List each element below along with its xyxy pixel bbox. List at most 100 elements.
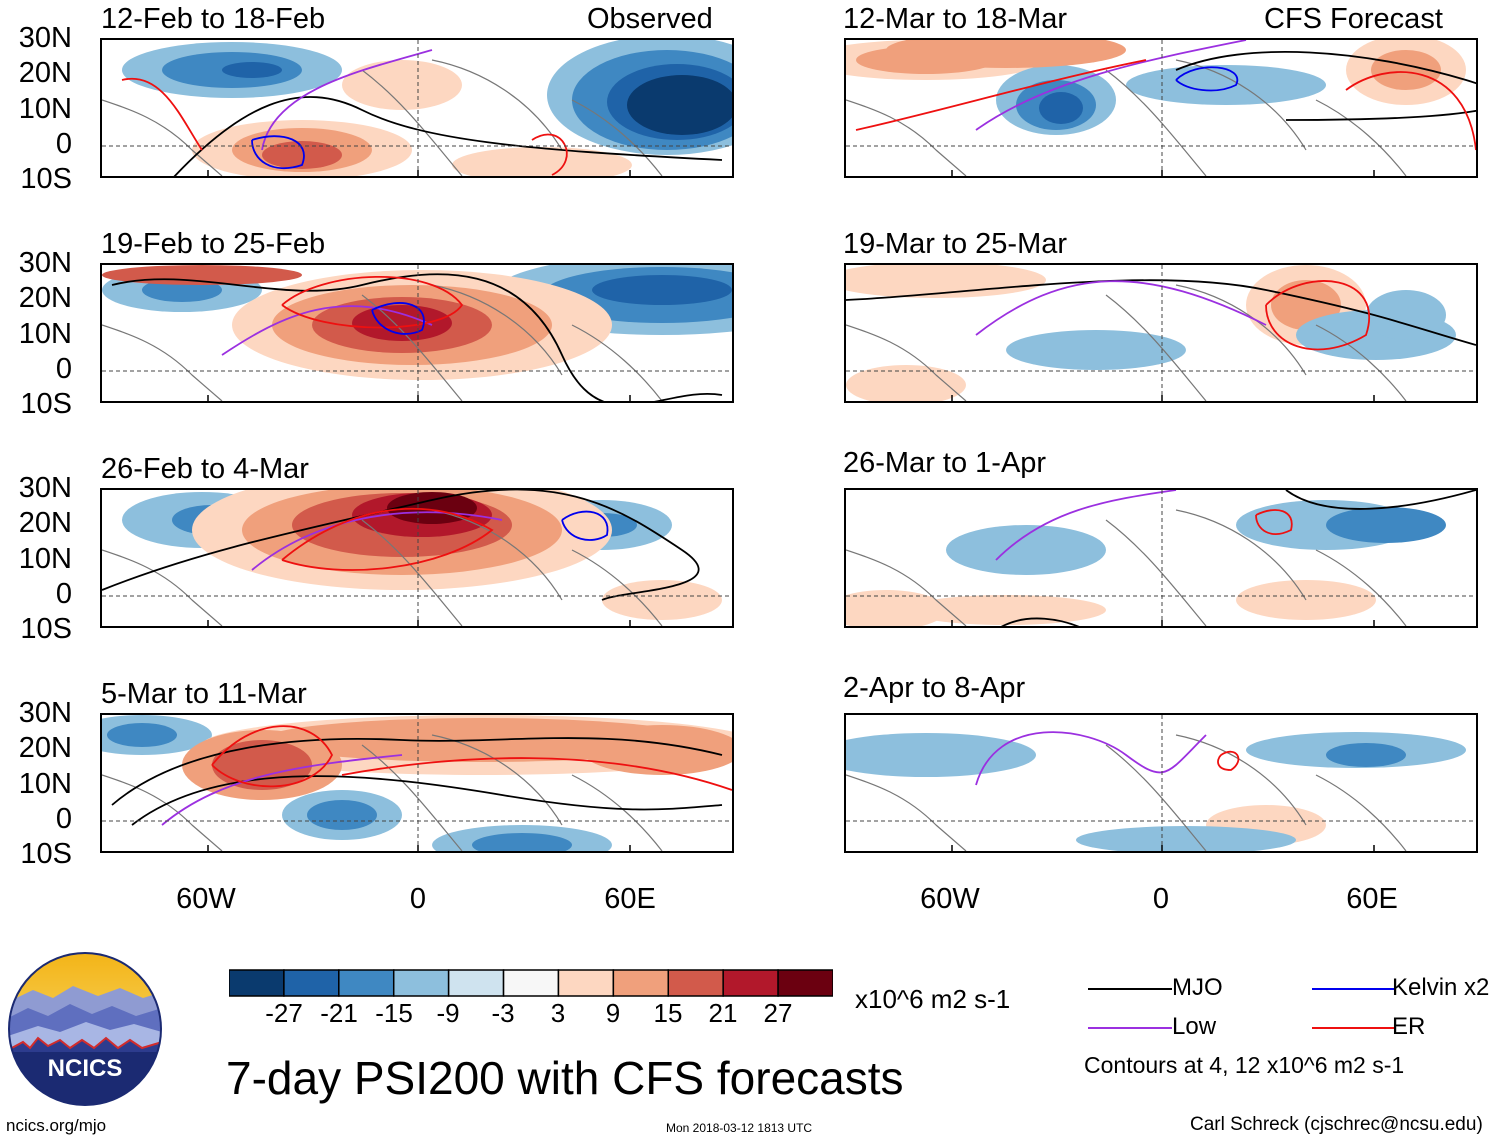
anomaly-region [1006,330,1186,370]
map-field [102,40,732,176]
anomaly-region [222,62,282,78]
contour-mjo [173,96,723,176]
coastline [102,774,223,851]
colorbar [228,969,834,997]
panel-tag-observed: Observed [587,3,713,35]
map-panel-observed-week1 [100,38,734,178]
coastline [1105,294,1207,401]
coastline [1175,509,1307,601]
colorbar-tick-label: -15 [375,998,413,1028]
map-field [102,265,732,401]
colorbar-box [392,969,450,997]
lat-tick: 30N [18,697,72,729]
anomaly-region [886,40,1126,68]
coastline [1105,744,1207,851]
anomaly-region [627,75,732,135]
map-panel-observed-week4 [100,713,734,853]
lat-tick: 10S [20,163,72,195]
map-field [102,490,732,626]
main-title: 7-day PSI200 with CFS forecasts [226,1052,904,1104]
coastline [571,99,663,176]
coastline [431,284,563,376]
contour-kel [1175,66,1239,92]
anomaly-region [1366,290,1446,340]
lat-tick: 0 [55,353,72,385]
contour-low [161,754,403,826]
anomaly-region [472,833,572,851]
contour-mjo [131,775,723,826]
legend-label-er: ER [1392,1013,1426,1040]
contour-low [975,40,1247,131]
map-panel-observed-week3 [100,488,734,628]
coastline [431,734,563,826]
lat-tick: 20N [18,282,72,314]
contour-low [975,731,1207,786]
legend-label-low: Low [1172,1013,1217,1040]
coastline [1315,774,1407,851]
panel-tag-cfs-forecast: CFS Forecast [1264,3,1443,35]
panel-title-left-4: 5-Mar to 11-Mar [101,678,307,710]
map-panel-forecast-week4 [844,713,1478,853]
lat-tick: 20N [18,57,72,89]
coastline [1315,549,1407,626]
lat-tick: 0 [55,803,72,835]
footer-url[interactable]: ncics.org/mjo [6,1116,107,1135]
panel-title-left-2: 19-Feb to 25-Feb [101,228,326,260]
contour-mjo [1285,490,1476,510]
contour-low [251,511,503,571]
coastline [571,774,663,851]
lon-tick: 0 [1152,883,1170,915]
coastline [571,324,663,401]
map-panel-forecast-week2 [844,263,1478,403]
coastline [846,324,967,401]
lat-tick: 20N [18,507,72,539]
coastline [102,324,223,401]
coastline [102,549,223,626]
logo-text: NCICS [48,1055,123,1082]
lat-tick: 20N [18,732,72,764]
anomaly-region [592,275,732,305]
anomaly-region [307,800,377,830]
coastline [1315,324,1407,401]
coastline [846,774,967,851]
footer-timestamp: Mon 2018-03-12 1813 UTC [666,1121,813,1135]
map-panel-forecast-week3 [844,488,1478,628]
contour-mjo [102,490,700,601]
coastline [102,99,223,176]
coastline [1105,519,1207,626]
contour-er [1217,750,1240,771]
contour-low [221,305,433,356]
contour-kel [561,510,609,541]
anomaly-region [582,725,732,775]
coastline [431,59,563,151]
contour-er [1265,280,1370,351]
lat-tick: 0 [55,578,72,610]
colorbar-tick-label: -27 [265,998,303,1028]
colorbar-box [612,969,670,997]
legend-line-er [1312,1027,1396,1029]
coastline [1175,734,1307,826]
contour-er [281,507,494,571]
colorbar-box [338,969,395,997]
lon-tick: 60E [604,883,656,915]
coastline [571,549,663,626]
lon-tick: 60E [1346,883,1398,915]
legend-label-mjo: MJO [1172,974,1223,1001]
contour-mjo [1001,617,1080,626]
coastline [431,509,563,601]
lon-tick: 60W [176,883,236,915]
colorbar-tick-label: 15 [653,998,683,1028]
contour-low [995,490,1177,561]
lat-tick: 10N [18,543,72,575]
lat-tick: 0 [55,128,72,160]
colorbar-box [557,969,615,997]
contour-er [281,275,464,329]
lon-tick: 0 [409,883,427,915]
colorbar-box [502,969,560,997]
contour-kel [251,135,305,170]
panel-title-right-3: 26-Mar to 1-Apr [843,447,1047,479]
colorbar-tick-label: 9 [605,998,621,1028]
legend-contours-note: Contours at 4, 12 x10^6 m2 s-1 [1084,1052,1405,1078]
colorbar-box [667,969,724,997]
lat-tick: 10S [20,613,72,645]
